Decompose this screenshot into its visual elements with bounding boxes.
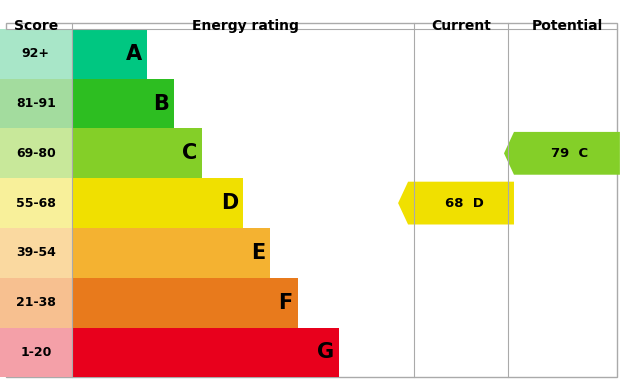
Text: Potential: Potential [531,19,602,33]
FancyBboxPatch shape [72,79,174,129]
Text: 79  C: 79 C [551,147,589,160]
FancyBboxPatch shape [72,228,270,278]
FancyBboxPatch shape [0,129,72,178]
FancyBboxPatch shape [72,29,147,79]
Text: 21-38: 21-38 [16,296,56,309]
Text: 68  D: 68 D [445,197,483,209]
FancyBboxPatch shape [72,278,298,328]
FancyBboxPatch shape [0,29,72,79]
Text: C: C [182,143,197,163]
Text: 69-80: 69-80 [16,147,55,160]
Text: A: A [126,44,142,64]
FancyBboxPatch shape [0,178,72,228]
Text: 39-54: 39-54 [16,246,56,259]
Text: B: B [154,94,169,114]
Text: 1-20: 1-20 [20,346,52,359]
Text: Energy rating: Energy rating [192,19,298,33]
FancyBboxPatch shape [72,328,339,377]
Text: E: E [251,243,265,263]
FancyBboxPatch shape [0,278,72,328]
Polygon shape [504,132,620,175]
FancyBboxPatch shape [0,228,72,278]
Text: D: D [221,193,238,213]
Polygon shape [398,182,514,224]
FancyBboxPatch shape [0,328,72,377]
FancyBboxPatch shape [72,178,243,228]
Text: 55-68: 55-68 [16,197,56,209]
Text: F: F [278,293,293,313]
Text: G: G [317,342,334,362]
Text: Current: Current [431,19,491,33]
FancyBboxPatch shape [72,129,202,178]
FancyBboxPatch shape [0,79,72,129]
Text: 81-91: 81-91 [16,97,56,110]
Text: Score: Score [14,19,58,33]
Text: 92+: 92+ [22,47,50,60]
